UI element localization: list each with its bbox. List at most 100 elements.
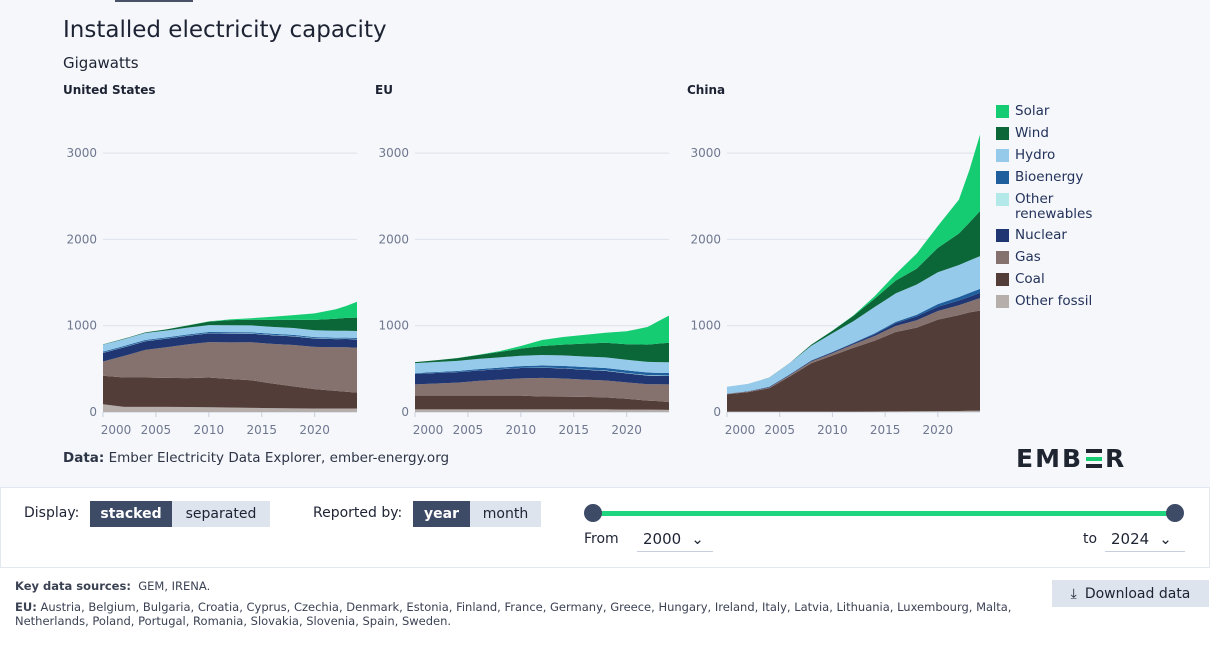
source-label: Data:	[63, 450, 105, 466]
chevron-down-icon: ⌄	[691, 529, 704, 548]
legend-item-wind[interactable]: Wind	[996, 126, 1105, 148]
legend-item-solar[interactable]: Solar	[996, 104, 1105, 126]
sources-label: Key data sources:	[15, 579, 131, 593]
y-tick-label: 3000	[690, 146, 721, 160]
sources-text: GEM, IRENA.	[138, 579, 211, 593]
legend-swatch	[996, 127, 1009, 140]
x-tick-label: 2020	[299, 423, 330, 437]
legend-label: Gas	[1015, 249, 1041, 265]
chevron-down-icon: ⌄	[1159, 529, 1172, 548]
x-tick-label: 2015	[870, 423, 901, 437]
eu-countries: EU: Austria, Belgium, Bulgaria, Croatia,…	[15, 600, 1045, 628]
data-source: Data: Ember Electricity Data Explorer, e…	[63, 450, 449, 466]
area-wind[interactable]	[415, 342, 669, 364]
x-tick-label: 2020	[611, 423, 642, 437]
controls-panel	[0, 487, 1210, 568]
x-tick-label: 2000	[413, 423, 444, 437]
legend-label: Bioenergy	[1015, 169, 1084, 185]
download-data-button[interactable]: ⤓ Download data	[1052, 580, 1209, 607]
area-hydro[interactable]	[103, 325, 357, 352]
area-coal[interactable]	[103, 375, 357, 409]
year-range-slider[interactable]	[593, 511, 1175, 516]
active-tab-indicator	[115, 0, 193, 2]
x-tick-label: 2000	[101, 423, 132, 437]
area-hydro[interactable]	[415, 355, 669, 374]
y-tick-label: 0	[89, 405, 97, 419]
reported-year-button[interactable]: year	[413, 501, 470, 527]
page-title: Installed electricity capacity	[63, 17, 387, 43]
y-tick-label: 1000	[690, 319, 721, 333]
eu-label: EU:	[15, 600, 37, 614]
area-solar[interactable]	[415, 315, 669, 363]
area-bioenergy[interactable]	[415, 365, 669, 376]
legend-label: Hydro	[1015, 147, 1056, 163]
range-end-handle[interactable]	[1166, 504, 1184, 522]
from-year-value: 2000	[643, 529, 682, 548]
legend-item-coal[interactable]: Coal	[996, 272, 1105, 294]
area-gas[interactable]	[415, 377, 669, 403]
to-year-select[interactable]: 2024 ⌄	[1105, 526, 1185, 552]
range-start-handle[interactable]	[584, 504, 602, 522]
x-tick-label: 2010	[506, 423, 537, 437]
legend-swatch	[996, 229, 1009, 242]
area-coal[interactable]	[415, 395, 669, 410]
download-icon: ⤓	[1070, 585, 1077, 602]
panel-title-eu: EU	[375, 83, 393, 97]
area-nuclear[interactable]	[103, 333, 357, 362]
legend-item-nuclear[interactable]: Nuclear	[996, 228, 1105, 250]
area-bioenergy[interactable]	[727, 288, 980, 394]
area-hydro[interactable]	[727, 256, 980, 394]
to-year-value: 2024	[1111, 529, 1150, 548]
display-separated-button[interactable]: separated	[172, 501, 270, 527]
display-stacked-button[interactable]: stacked	[90, 501, 172, 527]
legend-swatch	[996, 171, 1009, 184]
y-tick-label: 1000	[378, 319, 409, 333]
chart-united-states: 0 1000 2000 3000 2000 2005 2010 2015 2020	[66, 146, 357, 437]
legend-swatch	[996, 273, 1009, 286]
area-wind[interactable]	[103, 317, 357, 345]
eu-text: Austria, Belgium, Bulgaria, Croatia, Cyp…	[15, 600, 1012, 628]
y-tick-label: 2000	[690, 232, 721, 246]
area-gas[interactable]	[103, 342, 357, 393]
download-label: Download data	[1084, 585, 1191, 602]
x-tick-label: 2010	[817, 423, 848, 437]
stacked-area-charts: 0 1000 2000 3000 2000 2005 2010 2015 2020 0 1000 20…	[66, 134, 980, 437]
display-label: Display:	[24, 505, 80, 521]
x-tick-label: 2005	[141, 423, 172, 437]
legend: Solar Wind Hydro Bioenergy Other renewables N…	[996, 104, 1105, 316]
key-sources: Key data sources: GEM, IRENA.	[15, 579, 210, 593]
area-other-fossil[interactable]	[727, 410, 980, 412]
area-nuclear[interactable]	[415, 367, 669, 385]
legend-label: Solar	[1015, 103, 1050, 119]
chart-area: Installed electricity capacity Gigawatts…	[63, 0, 1125, 473]
units-subtitle: Gigawatts	[63, 54, 139, 72]
area-nuclear[interactable]	[727, 292, 980, 394]
y-tick-label: 3000	[378, 146, 409, 160]
legend-label: Wind	[1015, 125, 1049, 141]
reported-month-button[interactable]: month	[470, 501, 541, 527]
legend-item-other-renewables[interactable]: Other renewables	[996, 192, 1105, 228]
legend-item-hydro[interactable]: Hydro	[996, 148, 1105, 170]
from-year-select[interactable]: 2000 ⌄	[637, 526, 713, 552]
area-gas[interactable]	[727, 298, 980, 395]
legend-item-gas[interactable]: Gas	[996, 250, 1105, 272]
y-tick-label: 2000	[378, 232, 409, 246]
source-text: Ember Electricity Data Explorer, ember-e…	[108, 450, 450, 466]
legend-item-other-fossil[interactable]: Other fossil	[996, 294, 1105, 316]
legend-label: Other renewables	[1015, 191, 1093, 222]
area-coal[interactable]	[727, 310, 980, 412]
y-tick-label: 3000	[66, 146, 97, 160]
from-label: From	[584, 531, 619, 547]
legend-swatch	[996, 149, 1009, 162]
to-label: to	[1083, 531, 1098, 547]
legend-label: Other fossil	[1015, 293, 1093, 309]
legend-label: Coal	[1015, 271, 1045, 287]
legend-item-bioenergy[interactable]: Bioenergy	[996, 170, 1105, 192]
area-other-fossil[interactable]	[415, 409, 669, 412]
x-tick-label: 2015	[558, 423, 589, 437]
area-other-fossil[interactable]	[103, 404, 357, 412]
legend-swatch	[996, 105, 1009, 118]
panel-title-us: United States	[63, 83, 156, 97]
x-tick-label: 2015	[246, 423, 277, 437]
panel-title-china: China	[687, 83, 726, 97]
